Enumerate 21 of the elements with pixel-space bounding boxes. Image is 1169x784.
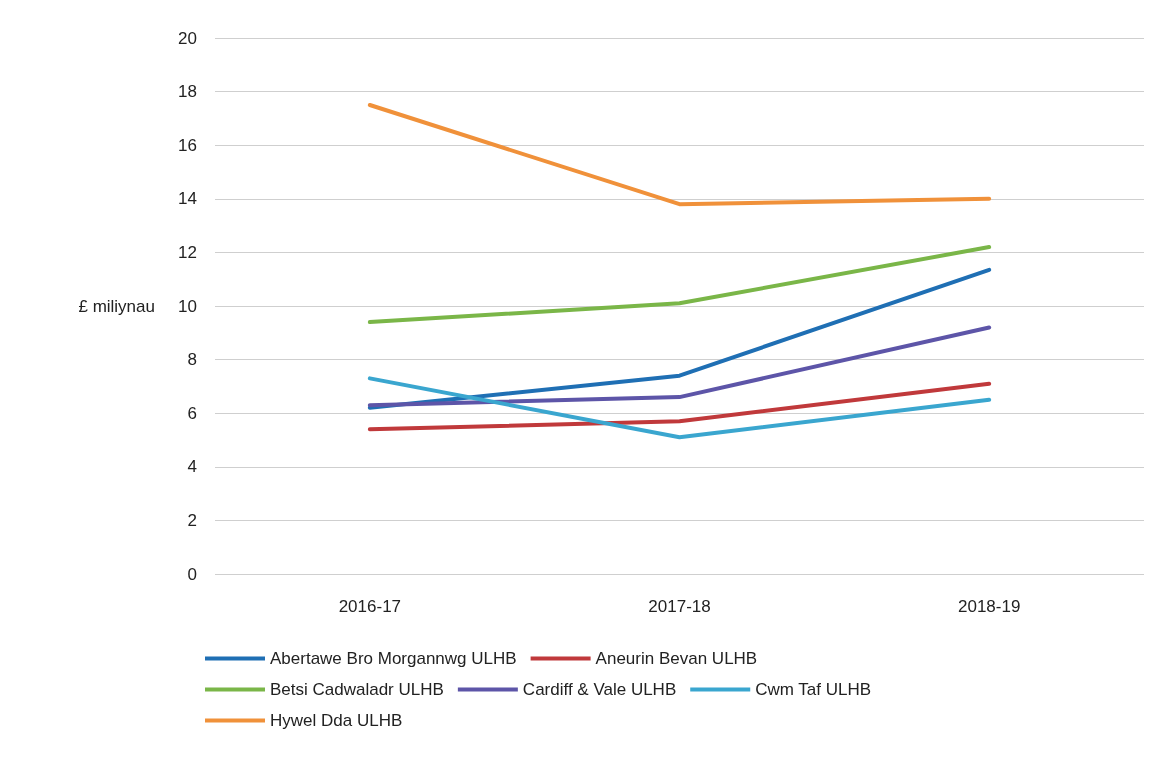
y-tick-label: 2 bbox=[187, 510, 197, 530]
x-tick-label: 2017-18 bbox=[648, 597, 711, 616]
legend-label: Aneurin Bevan ULHB bbox=[595, 649, 758, 668]
y-tick-label: 6 bbox=[187, 403, 197, 423]
y-tick-label: 20 bbox=[178, 28, 197, 48]
legend-label: Betsi Cadwaladr ULHB bbox=[270, 680, 444, 699]
legend-label: Cardiff & Vale ULHB bbox=[522, 680, 677, 699]
y-tick-label: 10 bbox=[178, 296, 197, 316]
x-tick-label: 2016-17 bbox=[338, 597, 402, 616]
legend-label: Abertawe Bro Morgannwg ULHB bbox=[270, 649, 517, 668]
y-tick-label: 16 bbox=[178, 135, 197, 155]
x-tick-label: 2018-19 bbox=[957, 597, 1021, 616]
y-tick-label: 4 bbox=[187, 457, 197, 477]
y-tick-label: 14 bbox=[178, 189, 197, 209]
y-tick-label: 18 bbox=[178, 82, 197, 102]
legend-label: Cwm Taf ULHB bbox=[755, 680, 872, 699]
legend-label: Hywel Dda ULHB bbox=[270, 711, 403, 730]
y-axis-title: £ miliynau bbox=[78, 296, 155, 316]
y-tick-label: 8 bbox=[187, 350, 197, 370]
y-tick-label: 12 bbox=[178, 242, 197, 262]
y-tick-label: 0 bbox=[187, 564, 197, 584]
